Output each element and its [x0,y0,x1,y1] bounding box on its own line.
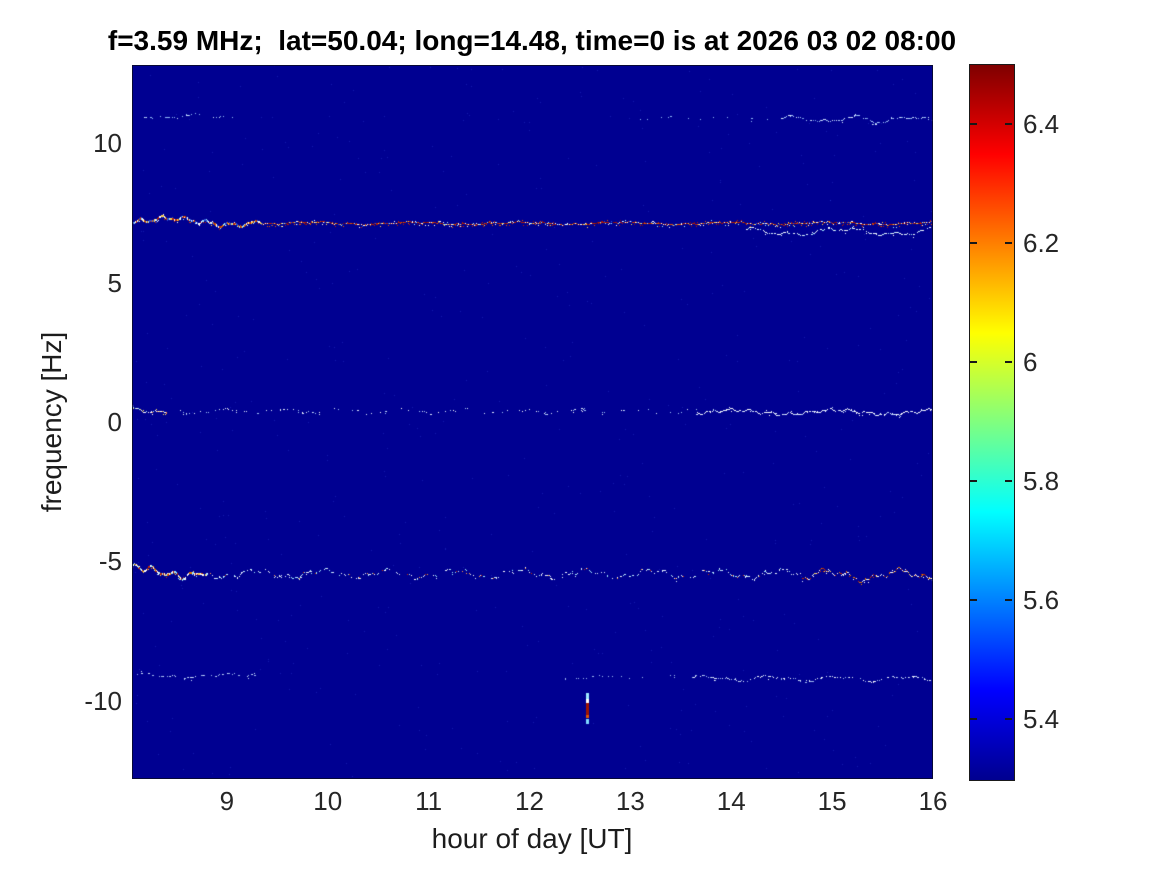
y-tick-label: 5 [107,267,122,298]
colorbar-tick-mark [1005,241,1012,244]
colorbar-tick-label: 5.4 [1023,704,1060,735]
x-tick-label: 10 [313,786,343,816]
colorbar-tick-label: 6.4 [1023,108,1060,139]
x-tick-label: 14 [716,786,746,816]
x-tick-label: 16 [918,786,948,816]
colorbar-tick-mark [1005,360,1012,363]
y-tick-label: 10 [93,128,122,159]
colorbar-tick-mark [970,718,977,721]
colorbar-tick-mark [970,241,977,244]
x-tick-label: 13 [615,786,645,816]
colorbar-tick-mark [1005,122,1012,125]
plot-area [132,65,933,779]
colorbar-tick-mark [970,480,977,483]
x-tick-label: 9 [219,786,235,816]
x-tick-label: 15 [817,786,847,816]
colorbar [969,64,1015,781]
colorbar-tick-label: 6.2 [1023,227,1060,258]
chart-title: f=3.59 MHz; lat=50.04; long=14.48, time=… [107,25,957,56]
colorbar-tick-label: 5.8 [1023,466,1060,497]
x-axis-label: hour of day [UT] [431,823,633,854]
colorbar-tick-mark [970,122,977,125]
colorbar-tick-label: 5.6 [1023,585,1060,616]
colorbar-tick-mark [1005,718,1012,721]
colorbar-tick-label: 6 [1023,346,1038,377]
y-tick-label: 0 [107,407,122,437]
colorbar-tick-mark [1005,480,1012,483]
y-tick-label: -5 [98,546,122,577]
colorbar-tick-mark [1005,599,1012,602]
y-tick-label: -10 [84,685,122,716]
x-tick-label: 12 [515,786,544,816]
spectrogram-canvas [132,65,933,779]
colorbar-tick-mark [970,599,977,602]
colorbar-gradient [970,65,1014,780]
x-tick-label: 11 [415,786,443,816]
colorbar-tick-mark [970,360,977,363]
